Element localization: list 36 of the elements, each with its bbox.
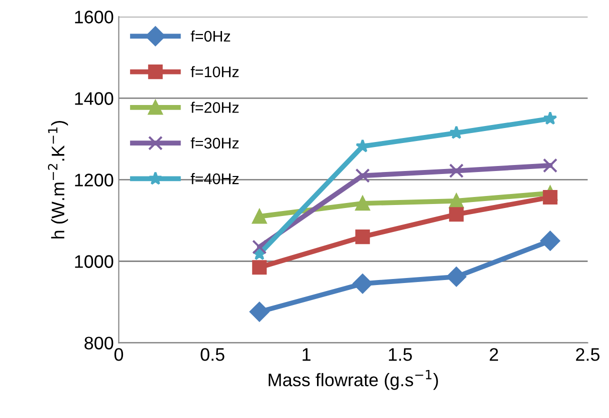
legend-label: f=0Hz (190, 30, 230, 42)
point (252, 240, 267, 254)
x-tick-label: 0 (114, 348, 124, 361)
point (355, 196, 370, 211)
point (449, 163, 464, 178)
point (252, 260, 267, 275)
point (252, 209, 267, 224)
legend-label: f=40Hz (190, 173, 239, 184)
x-tick-label: 2 (490, 348, 498, 361)
point (542, 158, 558, 173)
point (250, 302, 270, 322)
x-axis-title: Mass flowrate (g.s$^{−1}$) (268, 370, 438, 390)
point (355, 230, 370, 244)
point (446, 266, 466, 287)
x-tick-label: 1.5 (388, 348, 412, 361)
y-tick-label: 1000 (75, 255, 114, 268)
y-tick-label: 1600 (75, 10, 114, 24)
legend-label: f=20Hz (190, 102, 239, 113)
point (449, 126, 464, 139)
y-tick-label: 800 (84, 336, 114, 350)
y-tick-label: 1400 (75, 92, 114, 105)
legend-label: f=10Hz (190, 66, 239, 78)
point (449, 207, 464, 222)
y-axis-title: h (W.m$^{−2}$.K$^{−1}$) (48, 120, 68, 238)
point (355, 168, 370, 183)
point (543, 111, 558, 125)
point (352, 274, 372, 294)
legend-label: f=30Hz (190, 137, 239, 149)
point (542, 190, 558, 205)
point (356, 139, 370, 152)
point (449, 194, 464, 208)
y-tick-label: 1200 (75, 174, 114, 186)
x-tick-label: 0.5 (200, 348, 224, 361)
point (540, 230, 560, 251)
x-tick-label: 2.5 (576, 348, 600, 361)
x-tick-label: 1 (302, 348, 310, 361)
